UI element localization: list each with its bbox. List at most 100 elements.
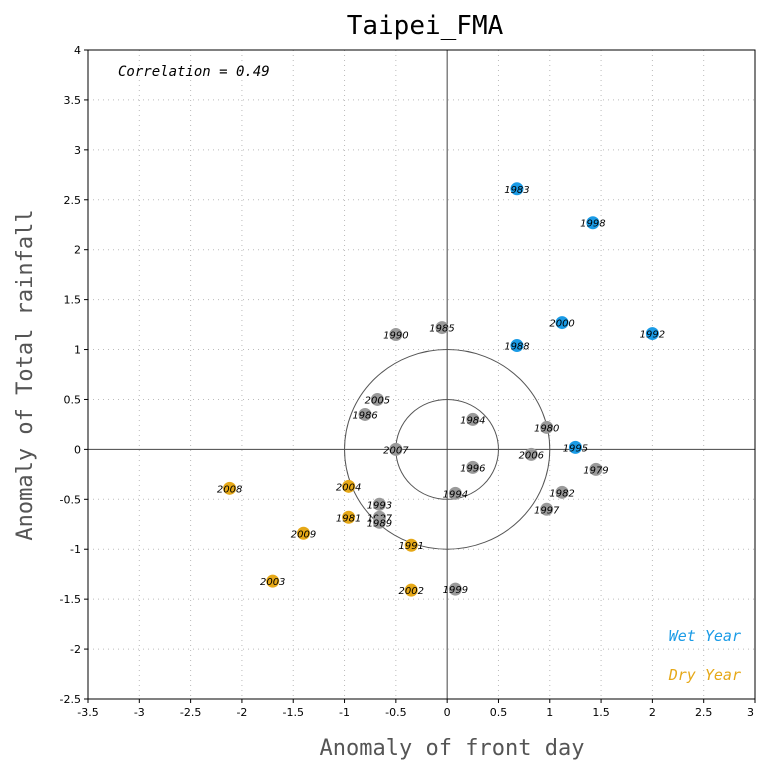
data-point-1982: 1982 (549, 485, 575, 499)
point-year-label: 1983 (504, 185, 529, 196)
point-marker (524, 447, 538, 461)
data-point-1991: 1991 (399, 538, 424, 552)
data-point-1984: 1984 (460, 412, 486, 426)
data-point-1983: 1983 (504, 182, 530, 196)
point-marker (510, 182, 524, 196)
x-tick-label: 1 (546, 706, 553, 719)
point-marker (466, 412, 480, 426)
y-tick-label: -1 (70, 543, 81, 556)
point-year-label: 1988 (504, 342, 529, 353)
point-year-label: 1989 (367, 518, 392, 529)
y-axis-label: Anomaly of Total rainfall (13, 209, 38, 540)
data-point-2002: 2002 (399, 583, 424, 597)
x-tick-label: -2.5 (180, 706, 201, 719)
x-tick-label: 0.5 (490, 706, 508, 719)
point-marker (389, 328, 403, 342)
point-marker (555, 485, 569, 499)
y-tick-label: 2.5 (64, 194, 82, 207)
data-point-1998: 1998 (580, 216, 606, 230)
y-tick-label: -2.5 (60, 693, 81, 706)
point-marker (555, 316, 569, 330)
data-point-1986: 1986 (352, 407, 378, 421)
data-points: 1983 1998 2000 1992 1988 1995 1985 1990 2005 1986… (217, 182, 665, 597)
point-year-label: 1984 (460, 415, 485, 426)
point-year-label: 1991 (399, 541, 424, 552)
y-tick-label: -0.5 (60, 493, 81, 506)
point-year-label: 2006 (519, 450, 544, 461)
point-year-label: 1996 (460, 463, 485, 474)
reference-circle (344, 349, 551, 550)
data-point-1988: 1988 (504, 339, 530, 353)
point-year-label: 2000 (549, 319, 574, 330)
y-tick-label: 1.5 (64, 294, 82, 307)
data-point-1996: 1996 (460, 460, 486, 474)
point-marker (342, 479, 356, 493)
data-point-1979: 1979 (583, 462, 609, 476)
correlation-annotation: Correlation = 0.49 (118, 64, 270, 80)
point-marker (372, 497, 386, 511)
data-point-2008: 2008 (217, 481, 242, 495)
point-year-label: 2007 (383, 445, 409, 456)
point-marker (296, 526, 310, 540)
data-point-1992: 1992 (640, 327, 665, 341)
point-year-label: 2009 (291, 529, 316, 540)
data-point-2009: 2009 (291, 526, 316, 540)
point-marker (510, 339, 524, 353)
point-year-label: 1986 (352, 410, 377, 421)
point-marker (586, 216, 600, 230)
point-year-label: 2003 (260, 577, 285, 588)
point-year-label: 1981 (336, 513, 361, 524)
data-point-2004: 2004 (336, 479, 361, 493)
point-year-label: 2004 (336, 482, 361, 493)
data-point-1993: 1993 (367, 497, 392, 511)
y-tick-label: -2 (70, 643, 81, 656)
point-year-label: 1990 (383, 331, 408, 342)
data-point-2000: 2000 (549, 316, 575, 330)
x-tick-label: 3 (747, 706, 754, 719)
point-marker (223, 481, 237, 495)
plot-frame (87, 49, 756, 700)
y-tick-label: 2 (74, 244, 81, 257)
y-tick-label: 1 (74, 344, 81, 357)
y-tick-label: 0 (74, 443, 81, 456)
data-point-1999: 1999 (443, 582, 468, 596)
y-tick-label: 3.5 (64, 94, 82, 107)
data-point-2006: 2006 (519, 447, 544, 461)
point-marker (404, 583, 418, 597)
reference-lines (88, 50, 755, 699)
point-year-label: 1999 (443, 585, 468, 596)
point-marker (404, 538, 418, 552)
data-point-2007: 2007 (383, 442, 409, 456)
data-point-1980: 1980 (534, 420, 559, 434)
y-tick-label: 0.5 (64, 393, 82, 406)
y-tick-label: 3 (74, 144, 81, 157)
point-marker (448, 582, 462, 596)
point-year-label: 1994 (443, 489, 468, 500)
point-year-label: 2008 (217, 484, 242, 495)
point-marker (435, 321, 449, 335)
data-point-1990: 1990 (383, 328, 409, 342)
point-marker (372, 515, 386, 529)
x-tick-label: 2.5 (695, 706, 713, 719)
x-tick-label: -3.5 (77, 706, 98, 719)
data-point-1985: 1985 (429, 321, 455, 335)
data-point-1997: 1997 (534, 502, 560, 516)
point-marker (540, 420, 554, 434)
point-year-label: 1985 (429, 324, 454, 335)
y-tick-label: 4 (74, 44, 81, 57)
point-marker (466, 460, 480, 474)
point-marker (342, 510, 356, 524)
point-marker (589, 462, 603, 476)
point-marker (389, 442, 403, 456)
x-tick-label: -1 (339, 706, 350, 719)
data-point-2005: 2005 (365, 392, 390, 406)
point-year-label: 2005 (365, 395, 390, 406)
x-tick-label: 1.5 (592, 706, 610, 719)
data-point-1981: 1981 (336, 510, 361, 524)
x-tick-label: 2 (649, 706, 656, 719)
point-marker (568, 440, 582, 454)
x-tick-label: -2 (236, 706, 247, 719)
data-point-1995: 1995 (563, 440, 588, 454)
point-year-label: 1979 (583, 465, 608, 476)
data-point-1989: 1989 (367, 515, 392, 529)
